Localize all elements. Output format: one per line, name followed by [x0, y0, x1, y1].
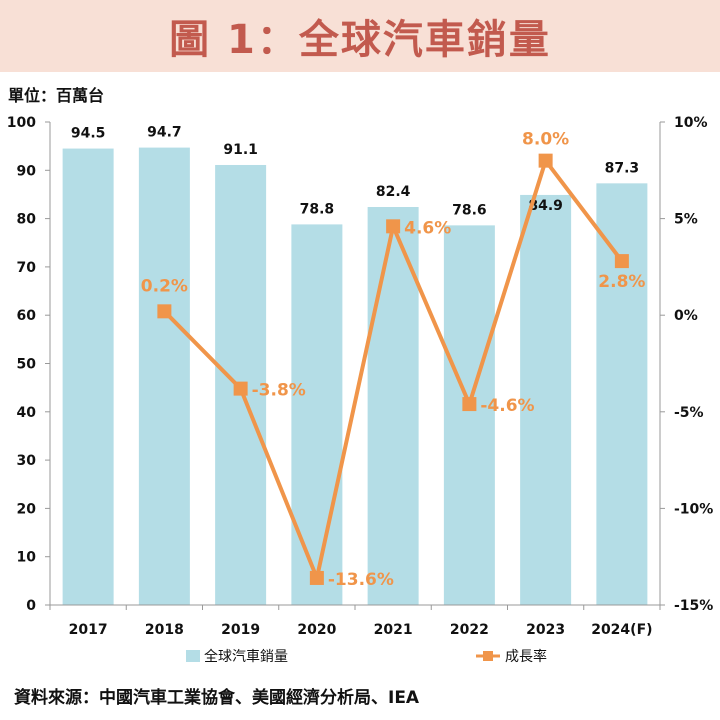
bar-2024(F) — [596, 183, 648, 605]
x-tick-label: 2023 — [526, 622, 565, 638]
growth-rate-marker — [386, 219, 401, 234]
chart-title: 圖 1：全球汽車銷量 — [169, 17, 551, 63]
x-tick-label: 2017 — [69, 622, 108, 638]
growth-rate-marker — [233, 381, 248, 396]
y2-tick-label: -5% — [674, 405, 704, 421]
y-tick-label: 0 — [26, 598, 36, 614]
y-tick-label: 10 — [17, 550, 37, 566]
y-tick-label: 100 — [7, 115, 36, 131]
legend-bar-label: 全球汽車銷量 — [204, 648, 288, 665]
growth-rate-label: 4.6% — [404, 218, 451, 238]
growth-rate-label: 0.2% — [141, 276, 188, 296]
title-banner: 圖 1：全球汽車銷量 — [0, 0, 720, 72]
bar-value-label: 78.6 — [452, 202, 487, 218]
legend-line-label: 成長率 — [505, 648, 547, 665]
y2-tick-label: -10% — [674, 501, 713, 517]
bar-value-label: 94.7 — [147, 125, 182, 141]
y-tick-label: 30 — [17, 453, 37, 469]
y-tick-label: 60 — [17, 308, 37, 324]
x-tick-label: 2018 — [145, 622, 184, 638]
y2-tick-label: 0% — [674, 308, 698, 324]
y2-tick-label: 5% — [674, 212, 698, 228]
growth-rate-marker — [157, 304, 172, 319]
bar-2018 — [138, 147, 190, 605]
growth-rate-label: 8.0% — [522, 130, 569, 150]
y-tick-label: 80 — [17, 212, 37, 228]
x-tick-label: 2022 — [450, 622, 489, 638]
bar-value-label: 78.8 — [300, 201, 335, 217]
growth-rate-marker — [309, 570, 324, 585]
growth-rate-marker — [538, 153, 553, 168]
legend-line-marker — [483, 651, 493, 661]
bar-value-label: 84.9 — [528, 198, 563, 214]
y2-tick-label: -15% — [674, 598, 713, 614]
bar-2023 — [520, 194, 572, 606]
y-tick-label: 40 — [17, 405, 37, 421]
growth-rate-label: -13.6% — [328, 570, 394, 590]
x-tick-label: 2019 — [221, 622, 260, 638]
y-tick-label: 20 — [17, 501, 37, 517]
growth-rate-marker — [462, 397, 477, 412]
y-tick-label: 70 — [17, 260, 37, 276]
growth-rate-label: -3.8% — [252, 381, 306, 401]
y-tick-label: 50 — [17, 357, 37, 373]
bar-value-label: 82.4 — [376, 184, 411, 200]
bar-2020 — [291, 224, 343, 605]
bar-2017 — [62, 148, 114, 605]
growth-rate-label: 2.8% — [598, 272, 645, 292]
x-tick-label: 2024(F) — [591, 622, 652, 638]
y-tick-label: 90 — [17, 163, 37, 179]
y2-tick-label: 10% — [674, 115, 708, 131]
x-tick-label: 2020 — [297, 622, 336, 638]
source-note: 資料來源：中國汽車工業協會、美國經濟分析局、IEA — [14, 688, 420, 708]
bar-2022 — [443, 225, 495, 605]
bar-value-label: 91.1 — [223, 142, 258, 158]
growth-rate-marker — [614, 254, 629, 269]
bar-value-label: 94.5 — [71, 126, 106, 142]
legend-bar-swatch — [186, 650, 200, 662]
bar-value-label: 87.3 — [605, 160, 640, 176]
bar-2021 — [367, 207, 419, 605]
growth-rate-label: -4.6% — [480, 396, 534, 416]
x-tick-label: 2021 — [374, 622, 413, 638]
unit-label: 單位：百萬台 — [8, 86, 105, 105]
